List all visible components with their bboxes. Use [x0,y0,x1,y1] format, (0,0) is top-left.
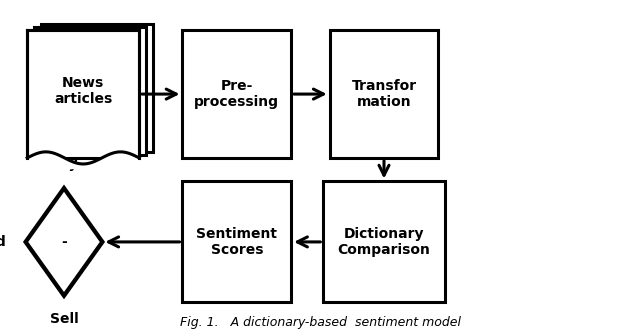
Text: Sentiment
Scores: Sentiment Scores [196,227,277,257]
Text: Sell: Sell [50,312,78,327]
Text: Fig. 1.   A dictionary-based  sentiment model: Fig. 1. A dictionary-based sentiment mod… [179,316,461,329]
Bar [41,24,154,152]
Text: Hold: Hold [0,235,6,249]
Bar [323,181,445,302]
Text: Buy: Buy [49,157,79,171]
Bar [330,30,438,158]
Polygon shape [26,188,102,296]
Bar [182,30,291,158]
Bar [35,27,147,155]
Text: -: - [61,235,67,249]
Bar [182,181,291,302]
Text: Transfor
mation: Transfor mation [351,79,417,109]
Text: Dictionary
Comparison: Dictionary Comparison [337,227,431,257]
Bar [28,30,140,158]
Text: Pre-
processing: Pre- processing [195,79,279,109]
Text: News
articles: News articles [54,76,113,106]
